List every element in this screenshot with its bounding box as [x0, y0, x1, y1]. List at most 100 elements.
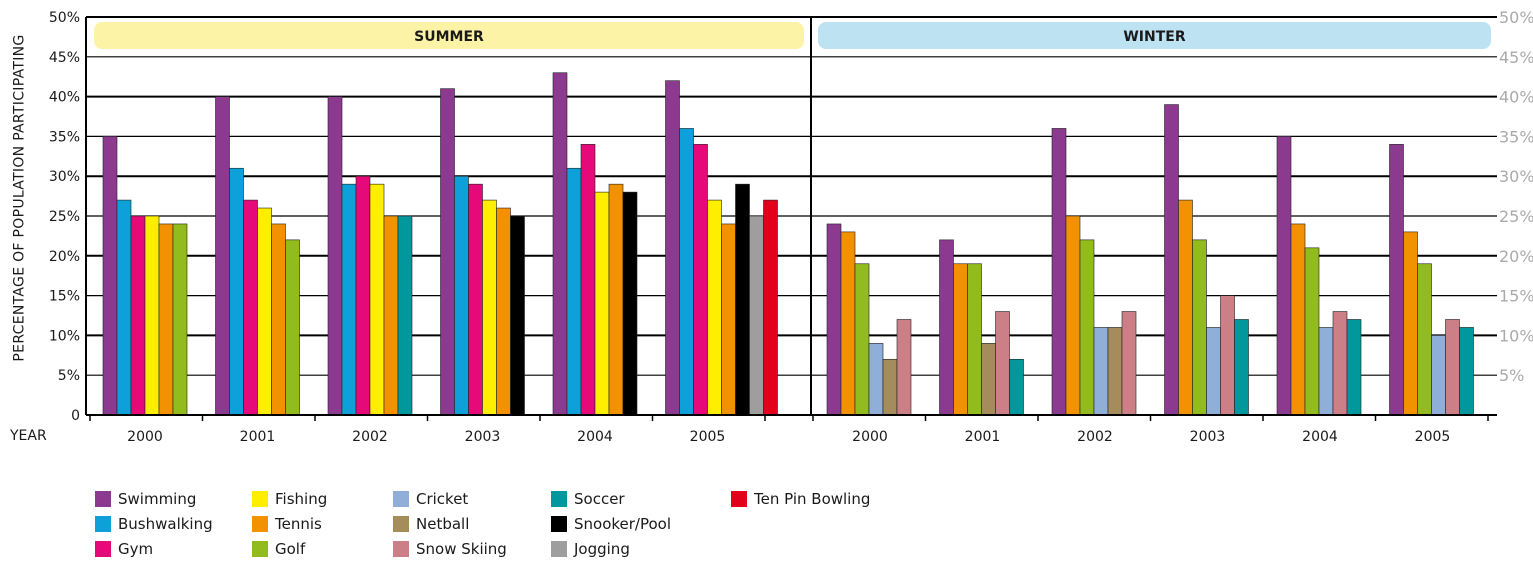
- bar: [840, 231, 856, 416]
- bar: [1234, 319, 1249, 416]
- y-tick-label-left: 45%: [49, 50, 80, 66]
- x-tick-label: 2000: [852, 429, 888, 445]
- y-tick-label-right: 30%: [1499, 167, 1533, 186]
- legend-swatch: [393, 541, 409, 557]
- participation-bar-chart: 0 5% 10% 15% 20% 25% 30% 35% 40% 45% 50% 5% 10% 15% 20…: [49, 8, 1533, 445]
- legend-item: Tennis: [252, 515, 322, 533]
- bar: [468, 183, 483, 416]
- bar: [953, 263, 968, 416]
- bar: [271, 223, 286, 416]
- bar: [1445, 319, 1460, 416]
- legend-item: Netball: [393, 515, 469, 533]
- legend-item: Jogging: [551, 540, 630, 558]
- bar: [939, 239, 954, 416]
- x-tick-label: 2004: [1302, 429, 1338, 445]
- bar: [496, 207, 511, 416]
- legend-label: Golf: [275, 540, 306, 558]
- bar: [1206, 327, 1221, 416]
- legend-item: Soccer: [551, 490, 625, 508]
- y-tick-label-right: 50%: [1499, 8, 1533, 27]
- y-axis-title-text: PERCENTAGE OF POPULATION PARTICIPATING: [12, 34, 28, 362]
- y-tick-label-left: 25%: [49, 209, 80, 225]
- bar: [707, 199, 722, 416]
- legend-item: Golf: [252, 540, 305, 558]
- bar: [397, 215, 413, 416]
- season-label: WINTER: [1123, 29, 1185, 45]
- bar: [1079, 239, 1095, 416]
- legend-item: Swimming: [95, 490, 196, 508]
- bar: [1220, 295, 1235, 416]
- legend-item: Ten Pin Bowling: [731, 490, 870, 508]
- legend-swatch: [393, 491, 409, 507]
- y-tick-label-left: 35%: [49, 129, 80, 145]
- x-tick-label: 2000: [127, 429, 163, 445]
- x-tick-label: 2002: [352, 429, 388, 445]
- legend-label: Snow Skiing: [416, 540, 507, 558]
- bar: [1304, 247, 1320, 416]
- bar: [826, 223, 842, 416]
- bar: [1346, 319, 1362, 416]
- bar: [1290, 223, 1306, 416]
- bar: [679, 128, 694, 416]
- legend-label: Cricket: [416, 490, 469, 508]
- bar: [243, 199, 258, 416]
- bar: [981, 343, 996, 416]
- legend-swatch: [95, 541, 111, 557]
- legend-label: Bushwalking: [118, 515, 213, 533]
- x-tick-label: 2003: [465, 429, 501, 445]
- x-tick-label: 2003: [1190, 429, 1226, 445]
- x-tick-label: 2001: [240, 429, 276, 445]
- legend-item: Gym: [95, 540, 153, 558]
- bar: [1178, 199, 1193, 416]
- legend-swatch: [252, 541, 268, 557]
- bar: [215, 96, 230, 416]
- legend-label: Gym: [118, 540, 154, 558]
- bar: [369, 183, 385, 416]
- y-tick-label-right: 25%: [1499, 207, 1533, 226]
- season-banner: [94, 22, 804, 49]
- y-tick-label-right: 10%: [1499, 326, 1533, 345]
- legend-item: Bushwalking: [95, 515, 213, 533]
- bar: [1121, 311, 1137, 416]
- y-tick-label-right: 35%: [1499, 127, 1533, 146]
- bar: [285, 239, 300, 416]
- bar: [158, 223, 174, 416]
- y-tick-label-right: 45%: [1499, 48, 1533, 67]
- x-tick-label: 2005: [1415, 429, 1451, 445]
- legend-label: Ten Pin Bowling: [754, 490, 871, 508]
- bar: [749, 215, 764, 416]
- bar: [1009, 358, 1024, 416]
- legend-label: Netball: [416, 515, 470, 533]
- legend-swatch: [252, 516, 268, 532]
- bar: [1332, 311, 1348, 416]
- bar: [665, 80, 680, 416]
- legend-swatch: [551, 491, 567, 507]
- legend-label: Soccer: [574, 490, 625, 508]
- y-tick-label-left: 40%: [49, 90, 80, 106]
- legend-item: Snooker/Pool: [551, 515, 671, 533]
- legend-label: Snooker/Pool: [574, 515, 672, 533]
- bar: [440, 88, 455, 416]
- legend-swatch: [551, 541, 567, 557]
- bar: [1403, 231, 1418, 416]
- x-axis-title: YEAR: [10, 428, 47, 444]
- bar: [1318, 327, 1334, 416]
- bar: [763, 199, 778, 416]
- bar: [383, 215, 399, 416]
- y-tick-label-right: 20%: [1499, 247, 1533, 266]
- bar: [995, 311, 1010, 416]
- bar: [1389, 144, 1404, 416]
- y-tick-label-left: 5%: [58, 368, 80, 384]
- legend-swatch: [731, 491, 747, 507]
- bar: [721, 223, 736, 416]
- bar: [144, 215, 160, 416]
- bar: [510, 215, 525, 416]
- bar: [341, 183, 357, 416]
- bar: [854, 263, 870, 416]
- bar: [580, 144, 596, 416]
- bar: [1093, 327, 1109, 416]
- y-tick-label-right: 40%: [1499, 88, 1533, 107]
- season-label: SUMMER: [414, 29, 484, 45]
- legend-swatch: [551, 516, 567, 532]
- y-axis-title: PERCENTAGE OF POPULATION PARTICIPATING: [10, 18, 30, 378]
